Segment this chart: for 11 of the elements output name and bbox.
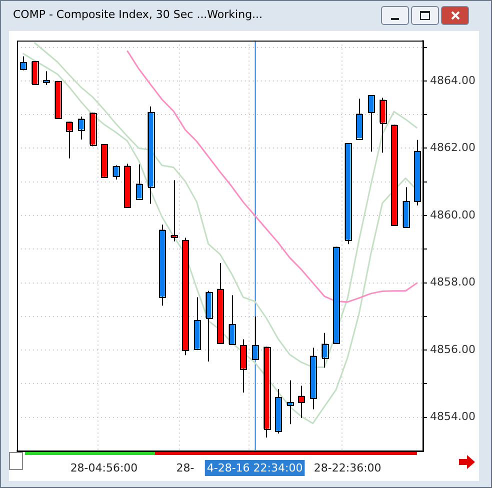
y-tick-label: 4858.00 <box>430 276 476 289</box>
x-tick-label: 28- <box>176 461 194 474</box>
chart-title: COMP - Composite Index, 30 Sec ...Working... <box>13 8 263 21</box>
y-tick-label: 4854.00 <box>430 410 476 424</box>
y-tick-label: 4864.00 <box>430 74 476 87</box>
y-tick-label: 4860.00 <box>430 208 476 222</box>
x-tick-label: 28-04:56:00 <box>70 461 138 474</box>
x-tick-label: 4-28-16 22:34:00 <box>206 461 303 474</box>
x-tick-label: 28-22:36:00 <box>314 461 382 474</box>
y-tick-label: 4862.00 <box>430 141 476 154</box>
y-tick-label: 4856.00 <box>430 342 476 356</box>
